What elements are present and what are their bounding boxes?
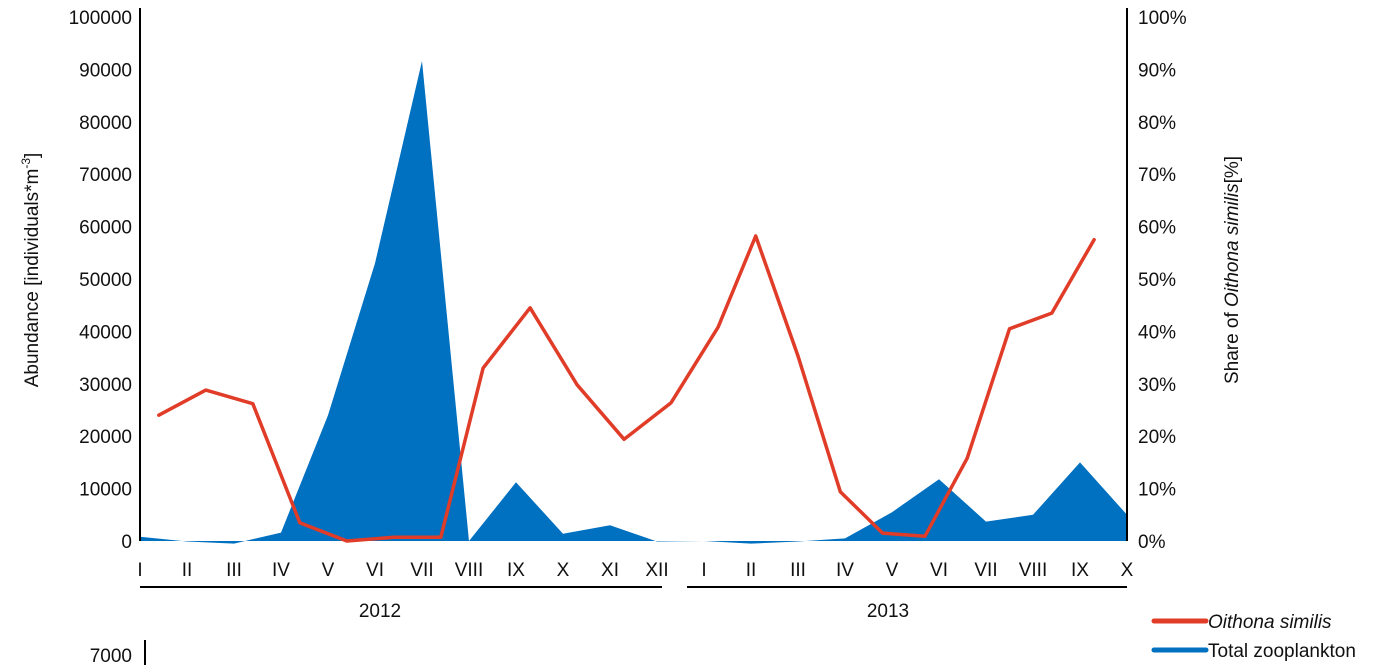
x-tick-label: VI bbox=[366, 560, 384, 581]
axis-titles-layer: Abundance [individuals*m-3] Share of Oith… bbox=[19, 153, 1243, 388]
left-tick-label: 50000 bbox=[79, 270, 132, 291]
year-label-2013: 2013 bbox=[867, 601, 909, 622]
oithona-similis-line bbox=[157, 234, 1096, 543]
left-tick-label: 70000 bbox=[79, 165, 132, 186]
right-tick-label: 60% bbox=[1138, 218, 1176, 239]
left-tick-label: 100000 bbox=[69, 8, 132, 29]
x-tick-label: V bbox=[322, 560, 335, 581]
right-tick-label: 70% bbox=[1138, 165, 1176, 186]
left-tick-label: 80000 bbox=[79, 113, 132, 134]
right-tick-label: 10% bbox=[1138, 480, 1176, 501]
legend-label: Oithona similis bbox=[1208, 612, 1332, 633]
right-tick-label: 100% bbox=[1138, 8, 1187, 29]
right-tick-label: 40% bbox=[1138, 322, 1176, 343]
year-labels-layer: 2012 2013 bbox=[140, 586, 1127, 622]
x-tick-label: VII bbox=[410, 560, 433, 581]
right-tick-label: 80% bbox=[1138, 113, 1176, 134]
x-tick-label: XII bbox=[645, 560, 668, 581]
left-tick-label: 30000 bbox=[79, 375, 132, 396]
x-tick-label: IX bbox=[1071, 560, 1089, 581]
x-tick-label: IV bbox=[272, 560, 290, 581]
x-tick-label: VI bbox=[930, 560, 948, 581]
x-tick-label: X bbox=[1121, 560, 1134, 581]
left-tick-label: 0 bbox=[121, 532, 132, 553]
ticks-layer: 0 10000 20000 30000 40000 50000 60000 70000 8000… bbox=[69, 8, 1187, 667]
line-layer bbox=[157, 234, 1096, 543]
x-tick-label: X bbox=[557, 560, 570, 581]
axes-layer bbox=[139, 8, 1128, 665]
x-tick-label: VII bbox=[974, 560, 997, 581]
right-tick-label: 90% bbox=[1138, 60, 1176, 81]
x-tick-label: III bbox=[226, 560, 242, 581]
legend-layer: Oithona similis Total zooplankton bbox=[1151, 612, 1356, 662]
left-tick-label: 60000 bbox=[79, 218, 132, 239]
x-tick-label: II bbox=[746, 560, 757, 581]
legend-label: Total zooplankton bbox=[1208, 641, 1356, 662]
right-tick-label: 0% bbox=[1138, 532, 1166, 553]
x-tick-label: III bbox=[790, 560, 806, 581]
year-label-2012: 2012 bbox=[359, 601, 401, 622]
left-tick-label: 40000 bbox=[79, 322, 132, 343]
x-labels-layer: I II III IV V VI VII VIII IX X XI XII I II III IV V VI VII… bbox=[137, 560, 1133, 581]
right-axis-title: Share of Oithona similis[%] bbox=[1222, 156, 1243, 384]
secondary-axis-tick-label: 7000 bbox=[90, 646, 132, 665]
right-tick-label: 20% bbox=[1138, 427, 1176, 448]
x-tick-label: I bbox=[701, 560, 706, 581]
x-tick-label: IX bbox=[507, 560, 525, 581]
x-tick-label: VIII bbox=[1019, 560, 1048, 581]
left-tick-label: 20000 bbox=[79, 427, 132, 448]
x-tick-label: I bbox=[137, 560, 142, 581]
area-layer bbox=[140, 61, 1127, 544]
right-tick-label: 50% bbox=[1138, 270, 1176, 291]
right-tick-label: 30% bbox=[1138, 375, 1176, 396]
x-tick-label: II bbox=[182, 560, 193, 581]
x-tick-label: IV bbox=[836, 560, 854, 581]
x-tick-label: V bbox=[886, 560, 899, 581]
left-tick-label: 10000 bbox=[79, 480, 132, 501]
x-tick-label: XI bbox=[601, 560, 619, 581]
x-tick-label: VIII bbox=[455, 560, 484, 581]
total-zooplankton-area bbox=[140, 61, 1127, 544]
left-axis-title: Abundance [individuals*m-3] bbox=[19, 153, 43, 388]
left-tick-label: 90000 bbox=[79, 60, 132, 81]
